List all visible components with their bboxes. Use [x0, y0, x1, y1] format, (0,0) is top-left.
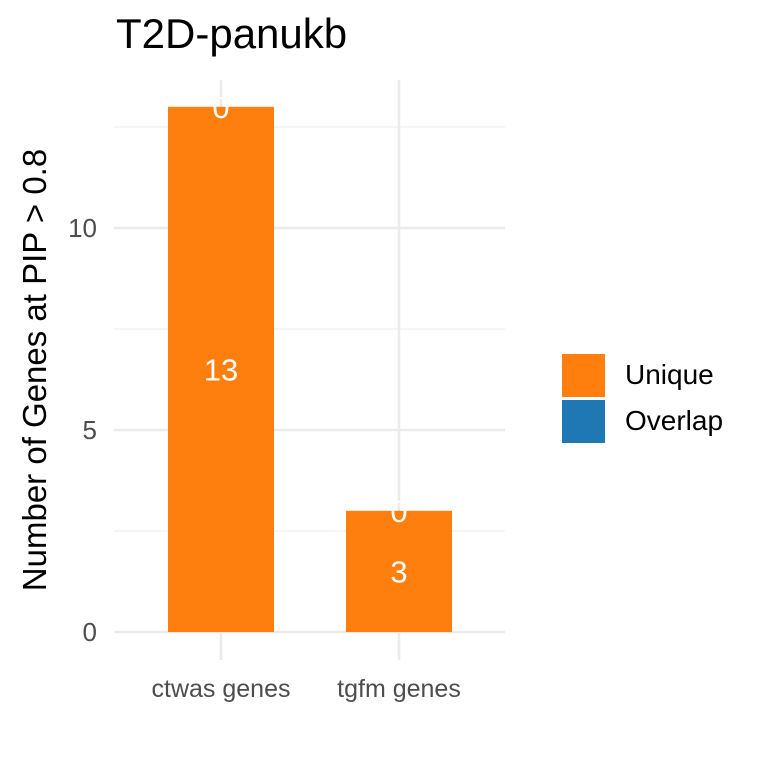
chart-title: T2D-panukb: [116, 10, 348, 57]
bar-unique-1: [346, 510, 452, 632]
legend-item-unique: Unique: [562, 352, 723, 398]
x-tick-label: tgfm genes: [337, 675, 461, 703]
legend-label-unique: Unique: [625, 359, 714, 390]
data-label-overlap-1: 0: [390, 494, 407, 529]
bar-layer: [168, 106, 452, 633]
legend-item-overlap: Overlap: [562, 398, 723, 444]
legend-label-overlap: Overlap: [625, 405, 724, 436]
data-label-unique-0: 13: [204, 352, 238, 387]
data-label-overlap-0: 0: [212, 90, 229, 125]
legend-swatch-unique: [562, 353, 605, 397]
legend-swatch-overlap: [562, 399, 605, 443]
x-tick-label: ctwas genes: [152, 675, 291, 703]
label-layer: 13 3 0 0: [204, 90, 408, 590]
bar-unique-0: [168, 106, 274, 633]
y-tick-label: 10: [68, 213, 97, 243]
axis-layer: 0 5 10 ctwas genes tgfm genes: [68, 213, 461, 703]
data-label-unique-1: 3: [390, 554, 407, 589]
y-tick-label: 0: [83, 617, 97, 647]
legend: Unique Overlap: [562, 352, 723, 444]
y-tick-label: 5: [83, 415, 97, 445]
